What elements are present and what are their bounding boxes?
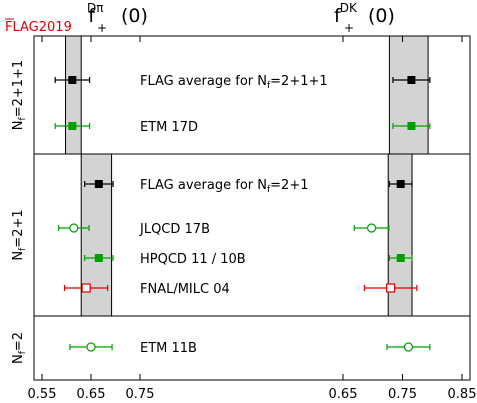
data-marks xyxy=(54,76,431,352)
marker-dpi-5 xyxy=(81,283,91,293)
group-label-main: N xyxy=(11,354,26,364)
dk-title-sub: + xyxy=(344,21,354,35)
entry-label-0: FLAG average for Nf=2+1+1 xyxy=(140,74,328,91)
group-label-0: Nf=2+1+1 xyxy=(11,60,28,130)
group-label-main: N xyxy=(11,251,26,261)
entry-label-4: HPQCD 11 / 10B xyxy=(140,252,246,267)
group-label-main: N xyxy=(11,120,26,130)
entry-label-5: FNAL/MILC 04 xyxy=(140,282,230,297)
entry-label-sub: f xyxy=(267,185,271,195)
marker-dpi-4 xyxy=(94,254,103,262)
dk-title-sup: DK xyxy=(340,1,358,15)
tick-label-1-2: 0.85 xyxy=(448,387,477,402)
entry-label-1: ETM 17D xyxy=(140,120,198,135)
group-frame-2 xyxy=(33,315,471,381)
x-axis: 0.55 0.65 0.75 0.65 0.75 0.85 xyxy=(28,36,477,402)
marker-dk-0 xyxy=(407,76,416,84)
flag-band-group0-panel1 xyxy=(388,35,429,155)
group-label-sub: f xyxy=(18,350,28,354)
entry-label-main: FLAG average for N xyxy=(140,178,267,193)
dpi-title-main: f xyxy=(88,5,96,27)
entry-label-sub: f xyxy=(267,81,271,91)
tick-label-1-0: 0.65 xyxy=(329,387,358,402)
group-label-sub: f xyxy=(18,247,28,251)
group-label-rest: =2+1 xyxy=(11,209,26,247)
marker-dk-6 xyxy=(403,342,414,352)
marker-dk-2 xyxy=(396,180,405,188)
marker-dpi-2 xyxy=(94,180,103,188)
entry-label-3: JLQCD 17B xyxy=(139,222,210,237)
group-label-1: Nf=2+1 xyxy=(11,209,28,260)
entry-label-6: ETM 11B xyxy=(140,341,197,356)
flag-band-group0-panel0 xyxy=(65,35,82,155)
marker-dpi-3 xyxy=(69,223,79,233)
dpi-title-sub: + xyxy=(97,21,107,35)
marker-dk-5 xyxy=(386,283,396,293)
panel-frames: Nf=2+1+1Nf=2+1Nf=2 xyxy=(11,35,471,381)
marker-dpi-6 xyxy=(86,342,96,352)
marker-dk-1 xyxy=(407,122,416,130)
dk-title-arg: (0) xyxy=(368,5,395,27)
marker-dpi-1 xyxy=(68,122,77,130)
marker-dk-4 xyxy=(396,254,405,262)
dk-title: fDK + (0) xyxy=(334,1,395,35)
entry-label-rest: =2+1 xyxy=(270,178,308,193)
entry-label-2: FLAG average for Nf=2+1 xyxy=(140,178,308,195)
dpi-title-arg: (0) xyxy=(121,5,148,27)
group-label-rest: =2+1+1 xyxy=(11,60,26,118)
tick-label-0-2: 0.75 xyxy=(126,387,155,402)
entry-label-rest: =2+1+1 xyxy=(270,74,328,89)
dpi-title: fDπ + (0) xyxy=(87,1,148,35)
tick-label-0-0: 0.55 xyxy=(28,387,57,402)
entry-label-main: FLAG average for N xyxy=(140,74,267,89)
flag-watermark: FLAG2019 xyxy=(5,18,72,35)
group-label-sub: f xyxy=(18,116,28,120)
marker-dk-3 xyxy=(366,223,377,233)
marker-dpi-0 xyxy=(68,76,77,84)
dk-title-main: f xyxy=(334,5,342,27)
tick-label-1-1: 0.75 xyxy=(388,387,417,402)
group-label-rest: =2 xyxy=(11,332,26,351)
dpi-title-sup: Dπ xyxy=(87,1,103,15)
tick-label-0-1: 0.65 xyxy=(77,387,106,402)
group-label-2: Nf=2 xyxy=(11,332,28,364)
watermark-text: FLAG2019 xyxy=(5,20,72,35)
